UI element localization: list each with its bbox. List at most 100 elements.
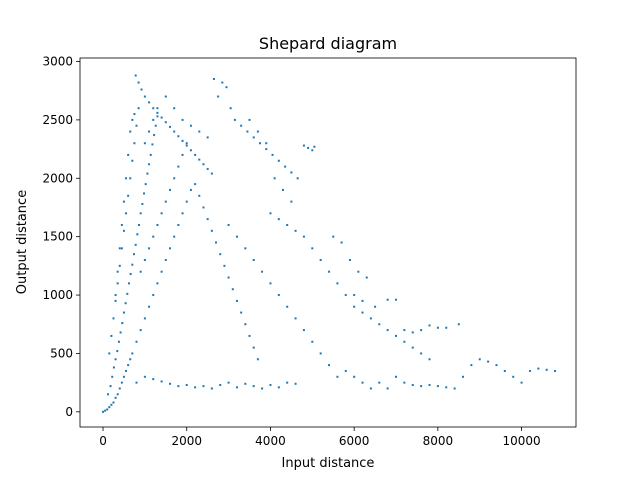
data-point bbox=[143, 375, 146, 378]
data-point bbox=[189, 124, 192, 127]
data-point bbox=[252, 346, 255, 349]
data-point bbox=[221, 81, 224, 84]
data-point bbox=[148, 130, 151, 133]
data-point bbox=[240, 124, 243, 127]
data-point bbox=[116, 282, 119, 285]
data-point bbox=[164, 200, 167, 203]
data-point bbox=[194, 153, 197, 156]
data-point bbox=[140, 88, 143, 91]
data-point bbox=[353, 375, 356, 378]
data-point bbox=[134, 243, 137, 246]
data-point bbox=[202, 385, 205, 388]
data-point bbox=[252, 385, 255, 388]
data-point bbox=[185, 144, 188, 147]
data-point bbox=[122, 200, 125, 203]
x-tick-label: 0 bbox=[99, 434, 107, 448]
data-point bbox=[378, 381, 381, 384]
data-point bbox=[369, 387, 372, 390]
data-point bbox=[470, 364, 473, 367]
data-point bbox=[269, 383, 272, 386]
data-point bbox=[290, 171, 293, 174]
data-point bbox=[143, 259, 146, 262]
data-point bbox=[168, 125, 171, 128]
data-point bbox=[125, 212, 128, 215]
data-point bbox=[495, 364, 498, 367]
data-point bbox=[311, 247, 314, 250]
data-point bbox=[361, 299, 364, 302]
data-point bbox=[445, 326, 448, 329]
data-point bbox=[152, 294, 155, 297]
data-point bbox=[240, 311, 243, 314]
data-point bbox=[135, 340, 138, 343]
data-point bbox=[120, 247, 123, 250]
data-point bbox=[129, 358, 132, 361]
data-point bbox=[386, 298, 389, 301]
data-point bbox=[235, 299, 238, 302]
data-point bbox=[271, 153, 274, 156]
data-point bbox=[202, 206, 205, 209]
data-point bbox=[286, 223, 289, 226]
data-point bbox=[284, 165, 287, 168]
data-point bbox=[139, 212, 142, 215]
data-point bbox=[160, 380, 163, 383]
data-point bbox=[135, 124, 138, 127]
data-point bbox=[194, 183, 197, 186]
data-point bbox=[143, 95, 146, 98]
data-point bbox=[114, 299, 117, 302]
data-point bbox=[185, 200, 188, 203]
data-point bbox=[403, 329, 406, 332]
data-point bbox=[173, 177, 176, 180]
data-point bbox=[116, 393, 119, 396]
data-point bbox=[168, 382, 171, 385]
data-point bbox=[537, 367, 540, 370]
data-point bbox=[269, 282, 272, 285]
data-point bbox=[181, 139, 184, 142]
data-point bbox=[227, 223, 230, 226]
y-tick-label: 3000 bbox=[42, 55, 73, 69]
x-tick-label: 10000 bbox=[502, 434, 540, 448]
data-point bbox=[212, 78, 215, 81]
data-point bbox=[248, 118, 251, 121]
y-axis-label: Output distance bbox=[15, 190, 30, 294]
data-point bbox=[386, 387, 389, 390]
data-point bbox=[143, 317, 146, 320]
data-point bbox=[420, 329, 423, 332]
data-point bbox=[114, 358, 117, 361]
data-point bbox=[139, 329, 142, 332]
data-point bbox=[131, 352, 134, 355]
chart-title: Shepard diagram bbox=[259, 34, 397, 53]
data-point bbox=[294, 382, 297, 385]
data-point bbox=[478, 358, 481, 361]
data-point bbox=[344, 369, 347, 372]
data-point bbox=[227, 276, 230, 279]
data-point bbox=[340, 241, 343, 244]
data-point bbox=[411, 383, 414, 386]
data-point bbox=[336, 375, 339, 378]
x-axis-label: Input distance bbox=[282, 456, 375, 471]
data-point bbox=[156, 107, 159, 110]
data-point bbox=[129, 130, 132, 133]
data-point bbox=[152, 118, 155, 121]
data-point bbox=[302, 144, 305, 147]
data-point bbox=[129, 177, 132, 180]
data-point bbox=[210, 387, 213, 390]
data-point bbox=[127, 282, 130, 285]
data-point bbox=[131, 118, 134, 121]
data-point bbox=[148, 163, 151, 166]
data-point bbox=[118, 247, 121, 250]
data-point bbox=[256, 358, 259, 361]
data-point bbox=[112, 401, 115, 404]
data-point bbox=[332, 235, 335, 238]
data-point bbox=[133, 113, 136, 116]
data-point bbox=[246, 130, 249, 133]
data-point bbox=[229, 107, 232, 110]
data-point bbox=[160, 212, 163, 215]
data-point bbox=[152, 235, 155, 238]
data-point bbox=[177, 165, 180, 168]
data-point bbox=[181, 212, 184, 215]
data-point bbox=[420, 385, 423, 388]
data-point bbox=[181, 118, 184, 121]
data-point bbox=[122, 229, 125, 232]
plot-frame bbox=[79, 57, 577, 428]
y-tick-label: 1500 bbox=[42, 230, 73, 244]
